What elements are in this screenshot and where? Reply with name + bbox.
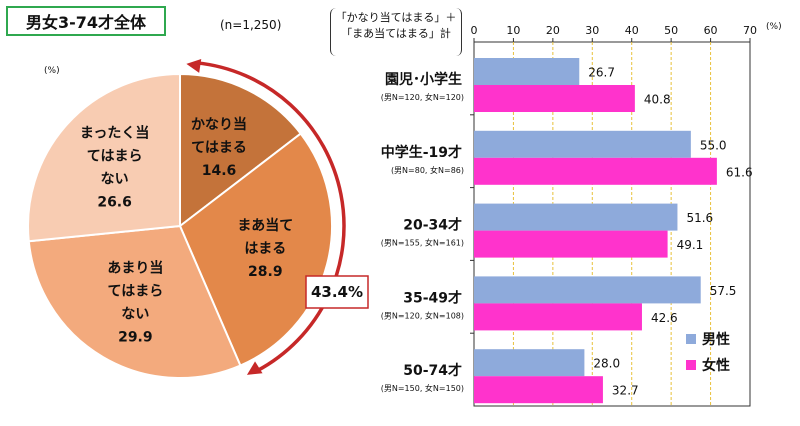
category-label: 20-34才 [403,217,462,234]
bar-header-line2: 「まあ当てはまる」計 [341,27,451,40]
x-tick-label: 10 [506,24,520,37]
bar-female-2 [474,230,668,258]
pie-slice-2 [27,224,242,379]
pie-slice-3 [27,72,181,243]
bar-value-label: 26.7 [588,66,615,80]
combined-arc-start-arrow [186,58,202,73]
combined-percent-box [305,275,369,309]
pie-label-3: まったく当てはまらない 26.6 [80,124,149,210]
bar-value-label: 28.0 [593,357,620,371]
pie-label-line: 28.9 [248,264,283,280]
chart-title: 男女3-74才全体 [6,6,166,36]
category-label: 35-49才 [403,289,462,306]
pie-label-line: 29.9 [118,330,153,346]
bar-value-label: 49.1 [677,238,704,252]
x-tick-label: 60 [704,24,718,37]
legend-label-0: 男性 [702,331,730,348]
pie-label-line: てはまら [107,284,163,300]
bar-female-0 [474,85,635,112]
x-tick-label: 50 [664,24,678,37]
category-sample-size: (男N=120, 女N=120) [381,92,464,102]
pie-label-line: ない [101,171,129,187]
pie-slice-0 [179,72,303,229]
combined-arc-end-arrow [246,361,263,375]
sample-size: (n=1,250) [220,18,282,32]
category-sample-size: (男N=120, 女N=108) [381,310,464,320]
pie-label-line: あまり当 [107,260,163,277]
bar-header-note: 「かなり当てはまる」＋ 「まあ当てはまる」計 [330,8,462,56]
pie-label-line: 26.6 [97,194,132,210]
pie-label-line: てはまら [87,148,143,164]
category-sample-size: (男N=80, 女N=86) [391,165,464,175]
category-label: 50-74才 [403,362,462,379]
bar-header-line1: 「かなり当てはまる」＋ [335,11,457,24]
x-tick-label: 30 [585,24,599,37]
combined-percent-label: 43.4% [311,283,363,301]
x-tick-label: 20 [546,24,560,37]
legend-label-1: 女性 [702,357,730,374]
plot-area [473,41,751,407]
bar-value-label: 32.7 [612,384,639,398]
pie-label-line: まったく当 [80,124,149,141]
bar-value-label: 55.0 [700,138,727,152]
bar-male-2 [474,203,678,231]
bar-value-label: 61.6 [726,165,753,179]
bar-male-1 [474,130,691,158]
bar-female-3 [474,303,642,331]
category-label: 園児･小学生 [385,71,462,88]
bar-value-label: 51.6 [686,211,713,225]
bar-male-4 [474,349,585,377]
bar-male-0 [474,58,580,85]
bar-value-label: 57.5 [710,284,737,298]
bar-value-label: 40.8 [644,93,671,107]
pie-unit-label: (%) [44,66,60,76]
pie-label-line: ない [121,307,149,323]
pie-label-line: 14.6 [202,163,237,179]
legend-swatch-0 [686,334,696,344]
x-tick-label: 70 [743,24,757,37]
x-tick-label: 0 [471,24,478,37]
pie-label-2: あまり当てはまらない 29.9 [107,260,163,346]
pie-label-1: まあ当てはまる 28.9 [237,217,293,280]
bar-unit-label: (%) [766,22,782,32]
category-label: 中学生-19才 [381,144,462,161]
pie-label-0: かなり当てはまる 14.6 [191,116,247,179]
legend-swatch-1 [686,360,696,370]
bar-female-1 [474,157,717,185]
bar-value-label: 42.6 [651,311,678,325]
pie-slice-1 [178,132,333,367]
pie-label-line: てはまる [191,140,247,156]
category-sample-size: (男N=150, 女N=150) [381,383,464,393]
category-sample-size: (男N=155, 女N=161) [381,238,464,248]
x-tick-label: 40 [625,24,639,37]
bar-female-4 [474,376,603,404]
combined-arc [196,61,346,373]
pie-label-line: かなり当 [191,116,247,133]
pie-label-line: はまる [244,241,286,257]
bar-male-3 [474,276,701,304]
pie-label-line: まあ当て [237,217,293,234]
